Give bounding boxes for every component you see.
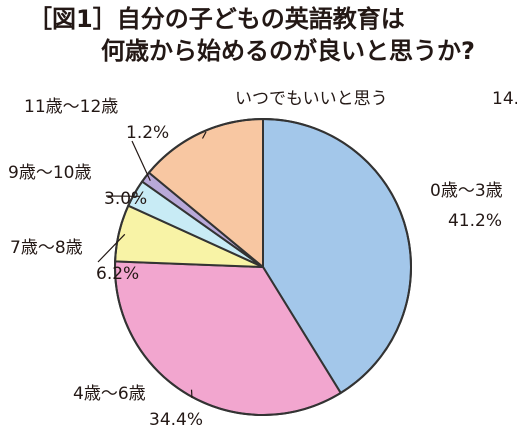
chart-subtitle: 何歳から始めるのが良いと思うか? xyxy=(101,37,475,65)
slice-value-1: 41.2% xyxy=(448,211,502,231)
slice-label-5: 11歳～12歳 xyxy=(24,97,118,117)
slice-value-3: 6.2% xyxy=(96,264,139,284)
leader-line-2 xyxy=(190,389,193,399)
leader-lines xyxy=(97,131,207,399)
slice-label-2: 4歳～6歳 xyxy=(73,384,146,404)
slice-value-6: 14.0% xyxy=(492,89,517,109)
leader-line-6 xyxy=(201,131,207,139)
slice-value-2: 34.4% xyxy=(149,410,203,430)
leader-line-5 xyxy=(131,140,151,181)
slice-label-1: 0歳～3歳 xyxy=(430,181,503,201)
slice-label-4: 9歳～10歳 xyxy=(8,163,91,183)
pie-slices xyxy=(114,117,413,416)
slice-label-3: 7歳～8歳 xyxy=(10,238,83,258)
chart-title: ［図1］自分の子どもの英語教育は xyxy=(28,5,405,33)
slice-value-4: 3.0% xyxy=(104,189,147,209)
leader-line-3 xyxy=(97,233,126,263)
slice-label-6: いつでもいいと思う xyxy=(235,89,388,109)
slice-value-5: 1.2% xyxy=(126,123,169,143)
pie-rim xyxy=(114,118,412,416)
